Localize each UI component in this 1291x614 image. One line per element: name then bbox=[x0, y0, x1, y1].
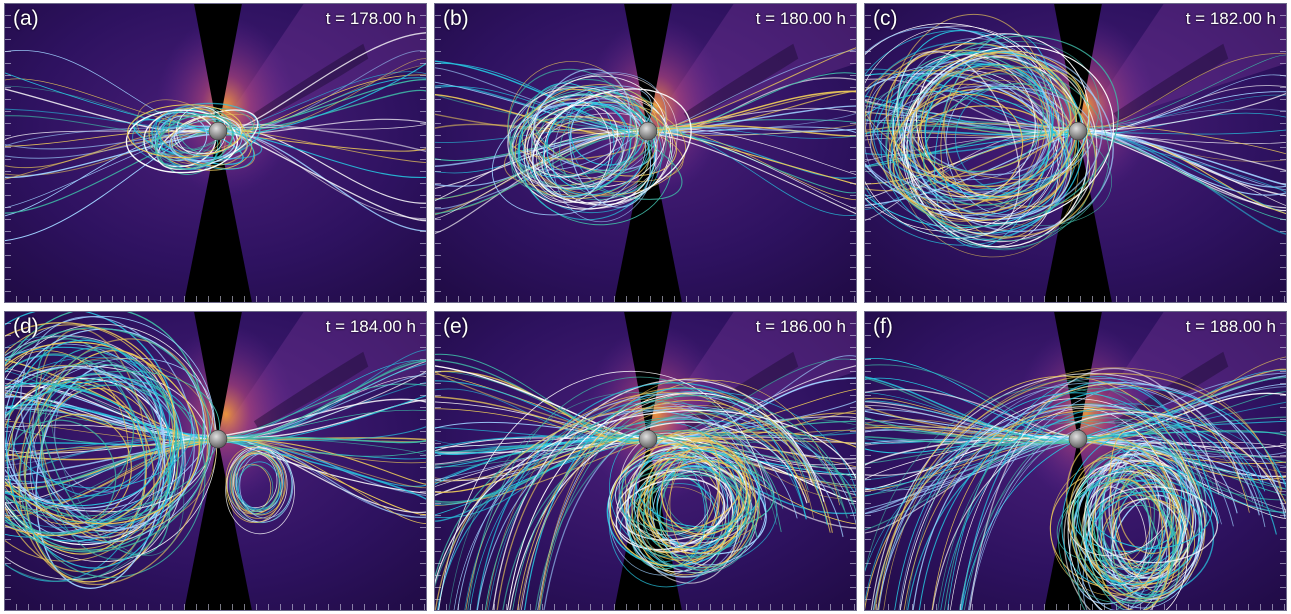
panel-image bbox=[5, 4, 426, 302]
panel-image bbox=[5, 312, 426, 610]
panel-label: (f) bbox=[873, 315, 893, 338]
panel-time: t = 184.00 h bbox=[325, 317, 416, 336]
tick-marks bbox=[865, 296, 1286, 302]
tick-marks bbox=[850, 4, 856, 302]
tick-marks bbox=[435, 312, 441, 610]
tick-marks bbox=[435, 4, 441, 302]
tick-marks bbox=[5, 4, 11, 302]
tick-marks bbox=[850, 312, 856, 610]
panel-b: (b) t = 180.00 h bbox=[434, 3, 857, 303]
panel-image bbox=[435, 4, 856, 302]
panel-e: (e) t = 186.00 h bbox=[434, 311, 857, 611]
tick-marks bbox=[435, 296, 856, 302]
panel-image bbox=[435, 312, 856, 610]
panel-label: (e) bbox=[443, 315, 469, 338]
tick-marks bbox=[5, 296, 426, 302]
panel-time: t = 188.00 h bbox=[1185, 317, 1276, 336]
panel-label: (a) bbox=[13, 7, 39, 30]
panel-image bbox=[865, 4, 1286, 302]
panel-label: (d) bbox=[13, 315, 39, 338]
tick-marks bbox=[865, 604, 1286, 610]
panel-image bbox=[865, 312, 1286, 610]
panel-label: (c) bbox=[873, 7, 898, 30]
tick-marks bbox=[435, 604, 856, 610]
panel-a: (a) t = 178.00 h bbox=[4, 3, 427, 303]
panel-label: (b) bbox=[443, 7, 469, 30]
tick-marks bbox=[865, 4, 871, 302]
tick-marks bbox=[420, 312, 426, 610]
tick-marks bbox=[1280, 312, 1286, 610]
panel-time: t = 180.00 h bbox=[755, 9, 846, 28]
tick-marks bbox=[865, 312, 871, 610]
panel-time: t = 186.00 h bbox=[755, 317, 846, 336]
panel-time: t = 178.00 h bbox=[325, 9, 416, 28]
tick-marks bbox=[5, 312, 11, 610]
panel-f: (f) t = 188.00 h bbox=[864, 311, 1287, 611]
tick-marks bbox=[420, 4, 426, 302]
panel-time: t = 182.00 h bbox=[1185, 9, 1276, 28]
tick-marks bbox=[1280, 4, 1286, 302]
panel-c: (c) t = 182.00 h bbox=[864, 3, 1287, 303]
panel-d: (d) t = 184.00 h bbox=[4, 311, 427, 611]
tick-marks bbox=[5, 604, 426, 610]
